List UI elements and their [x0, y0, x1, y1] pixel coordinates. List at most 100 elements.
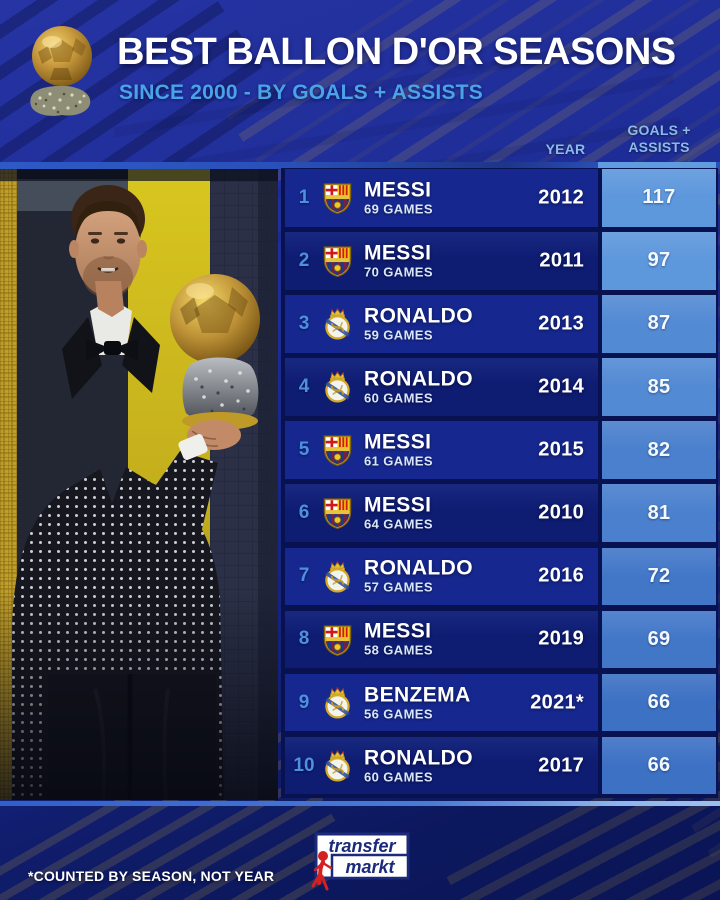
goals-assists-cell: 81 — [602, 484, 716, 543]
year-value: 2014 — [538, 375, 584, 398]
games-count: 61 GAMES — [364, 453, 433, 469]
real-madrid-crest-icon — [325, 687, 350, 719]
real-madrid-crest-icon — [325, 750, 350, 782]
table-row: 2 — [285, 232, 716, 290]
goals-assists-cell: 85 — [602, 358, 716, 416]
rank-number: 6 — [298, 502, 310, 524]
table-row: 5 — [285, 421, 716, 479]
rank-number: 10 — [293, 754, 315, 776]
transfermarkt-player-figure-icon — [311, 851, 333, 891]
goals-assists-value: 66 — [647, 754, 671, 777]
year-value: 2011 — [539, 249, 584, 272]
table-row: 10 — [285, 736, 716, 795]
goals-assists-cell: 87 — [602, 295, 716, 353]
goals-assists-value: 69 — [647, 627, 671, 650]
real-madrid-badge-icon — [322, 687, 353, 719]
year-value: 2012 — [538, 186, 584, 209]
rank-number: 1 — [298, 186, 310, 208]
barcelona-badge-icon — [322, 245, 353, 278]
rank-number: 9 — [298, 691, 310, 713]
games-count: 58 GAMES — [364, 642, 433, 658]
year-value: 2019 — [538, 627, 584, 650]
player-cell: 8 — [285, 610, 598, 669]
year-value: 2013 — [538, 312, 584, 335]
barcelona-badge-icon — [322, 497, 353, 530]
real-madrid-badge-icon — [322, 308, 353, 340]
barcelona-badge-icon — [322, 434, 353, 467]
year-value: 2016 — [538, 564, 584, 587]
messi-ballon-dor-photo — [0, 169, 278, 800]
column-header-year: YEAR — [545, 141, 586, 157]
barcelona-badge-icon — [322, 624, 353, 656]
player-cell: 2 — [285, 232, 598, 290]
games-count: 60 GAMES — [364, 769, 433, 785]
rank-number: 7 — [298, 565, 310, 587]
logo-word-markt: markt — [345, 857, 395, 877]
footnote: *COUNTED BY SEASON, NOT YEAR — [28, 868, 275, 884]
player-cell: 4 — [285, 358, 598, 416]
player-cell: 5 — [285, 421, 598, 479]
rank-number: 5 — [298, 439, 310, 461]
player-cell: 3 — [285, 295, 598, 353]
goals-assists-cell: 117 — [602, 169, 716, 227]
player-name: MESSI — [364, 619, 432, 643]
fc-barcelona-crest-icon — [323, 498, 352, 530]
table-row: 9 — [285, 673, 716, 732]
page-title: BEST BALLON D'OR SEASONS — [117, 31, 676, 73]
goals-assists-value: 72 — [647, 564, 671, 587]
real-madrid-crest-icon — [325, 560, 350, 593]
year-value: 2021* — [530, 691, 584, 714]
goals-assists-value: 82 — [647, 438, 671, 461]
player-cell: 9 — [285, 673, 598, 732]
player-name: MESSI — [364, 241, 432, 265]
top-divider — [0, 162, 720, 169]
top-divider-goals-segment — [598, 162, 716, 169]
logo-word-transfer: transfer — [328, 836, 396, 856]
transfermarkt-logo: transfer markt — [308, 832, 412, 896]
fc-barcelona-crest-icon — [323, 624, 352, 656]
real-madrid-badge-icon — [322, 750, 353, 782]
real-madrid-badge-icon — [322, 560, 353, 593]
player-cell: 10 — [285, 736, 598, 795]
fc-barcelona-crest-icon — [323, 435, 352, 467]
games-count: 56 GAMES — [364, 706, 433, 722]
table-row: 3 — [285, 295, 716, 353]
goals-assists-value: 66 — [647, 691, 671, 714]
goals-assists-value: 85 — [647, 375, 671, 398]
table-row: 4 — [285, 358, 716, 416]
goals-assists-value: 117 — [642, 186, 676, 209]
games-count: 60 GAMES — [364, 390, 433, 406]
player-name: MESSI — [364, 430, 432, 454]
year-value: 2015 — [538, 438, 584, 461]
real-madrid-crest-icon — [325, 308, 350, 340]
goals-assists-cell: 72 — [602, 547, 716, 606]
goals-assists-cell: 82 — [602, 421, 716, 479]
goals-assists-value: 97 — [647, 249, 671, 272]
table-row: 6 — [285, 484, 716, 543]
rank-number: 2 — [298, 249, 310, 271]
goals-assists-cell: 66 — [602, 673, 716, 732]
ballon-dor-trophy-icon — [24, 18, 100, 118]
rank-number: 8 — [298, 628, 310, 650]
table-row: 8 — [285, 610, 716, 669]
player-cell: 1 — [285, 169, 598, 227]
player-cell: 6 — [285, 484, 598, 543]
goals-assists-cell: 69 — [602, 610, 716, 669]
player-cell: 7 — [285, 547, 598, 606]
games-count: 69 GAMES — [364, 201, 433, 217]
rank-number: 4 — [298, 376, 310, 398]
player-name: RONALDO — [364, 304, 473, 328]
year-value: 2010 — [538, 501, 584, 524]
goals-assists-value: 87 — [647, 312, 671, 335]
goals-assists-cell: 66 — [602, 736, 716, 795]
player-name: MESSI — [364, 178, 432, 202]
fc-barcelona-crest-icon — [323, 246, 352, 278]
goals-assists-cell: 97 — [602, 232, 716, 290]
barcelona-badge-icon — [322, 182, 353, 214]
player-name: RONALDO — [364, 367, 473, 391]
games-count: 70 GAMES — [364, 264, 433, 280]
goals-assists-value: 81 — [647, 501, 671, 524]
player-name: MESSI — [364, 493, 432, 517]
fc-barcelona-crest-icon — [323, 183, 352, 214]
